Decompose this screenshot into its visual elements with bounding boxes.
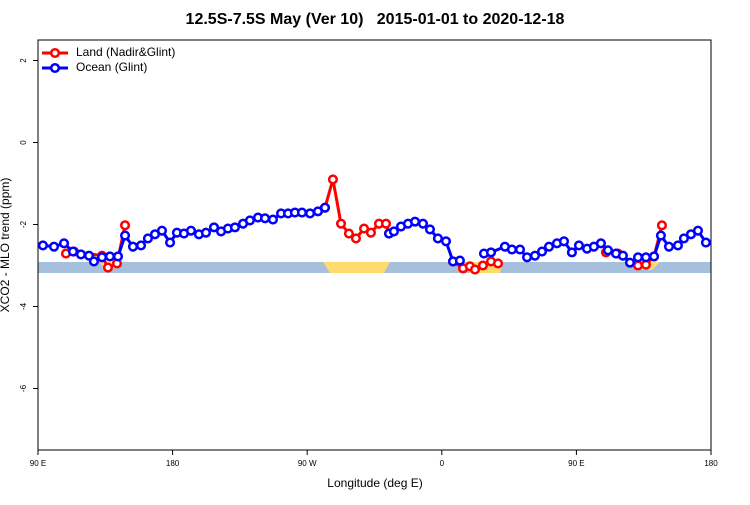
data-point xyxy=(156,225,168,236)
data-point xyxy=(75,249,86,260)
x-tick-label: 180 xyxy=(166,459,180,468)
data-point xyxy=(424,224,436,235)
data-point xyxy=(165,237,176,248)
data-point xyxy=(485,247,497,258)
data-point xyxy=(37,240,48,251)
data-point xyxy=(208,222,220,233)
data-point xyxy=(244,215,255,226)
data-point xyxy=(67,246,79,257)
data-point xyxy=(672,240,683,251)
data-point xyxy=(319,202,331,213)
data-point xyxy=(655,230,666,241)
data-point xyxy=(602,245,614,256)
data-point xyxy=(573,240,584,251)
y-tick-label: 0 xyxy=(19,140,28,145)
data-point xyxy=(119,220,131,231)
data-point xyxy=(521,252,533,263)
data-point xyxy=(632,260,644,271)
data-point xyxy=(58,238,70,249)
map-background xyxy=(38,262,711,273)
y-tick-label: -6 xyxy=(19,384,28,392)
data-point xyxy=(119,230,131,241)
data-point xyxy=(388,226,399,237)
data-point xyxy=(267,214,279,225)
data-point xyxy=(102,262,114,273)
data-point xyxy=(640,252,651,263)
x-axis-label: Longitude (deg E) xyxy=(327,476,422,490)
data-point xyxy=(327,174,338,185)
data-point xyxy=(617,250,628,261)
data-point xyxy=(440,236,452,247)
y-tick-label: -2 xyxy=(19,220,28,228)
data-point xyxy=(259,213,271,224)
data-point xyxy=(343,228,354,239)
data-point xyxy=(96,252,108,263)
data-point xyxy=(304,208,316,219)
data-point xyxy=(536,246,548,257)
data-point xyxy=(142,233,153,244)
data-point xyxy=(477,260,488,271)
data-point xyxy=(663,241,675,252)
data-point xyxy=(358,223,370,234)
data-point xyxy=(200,227,212,238)
data-point xyxy=(454,255,465,266)
x-tick-label: 180 xyxy=(704,459,718,468)
data-point xyxy=(678,233,689,244)
data-point xyxy=(409,216,421,227)
data-point xyxy=(112,251,124,262)
data-point xyxy=(380,218,392,229)
land-patch xyxy=(323,262,390,273)
data-point xyxy=(700,237,711,248)
data-point xyxy=(350,233,362,244)
data-point xyxy=(543,241,555,252)
data-point xyxy=(632,252,644,263)
data-point xyxy=(529,250,541,261)
data-point xyxy=(432,233,443,244)
data-point xyxy=(104,251,115,262)
x-tick-label: 90 W xyxy=(298,459,317,468)
data-point xyxy=(558,236,570,247)
data-point xyxy=(135,240,147,251)
series-line xyxy=(65,177,664,272)
data-point xyxy=(692,225,704,236)
y-tick-label: 2 xyxy=(19,58,28,63)
legend-marker xyxy=(49,47,61,59)
data-point xyxy=(469,264,481,275)
y-axis-label: XCO2 - MLO trend (ppm) xyxy=(0,178,12,313)
data-point xyxy=(296,207,308,218)
data-point xyxy=(417,218,429,229)
data-point xyxy=(566,247,577,258)
data-point xyxy=(506,244,517,255)
data-point xyxy=(127,241,139,252)
data-point xyxy=(656,220,667,231)
data-point xyxy=(595,238,606,249)
y-tick-label: -4 xyxy=(19,302,28,310)
data-point xyxy=(365,227,376,238)
data-point xyxy=(88,256,99,267)
legend-label: Land (Nadir&Glint) xyxy=(76,45,175,59)
x-tick-label: 90 E xyxy=(30,459,46,468)
data-point xyxy=(624,257,635,268)
data-point xyxy=(514,244,526,255)
data-point xyxy=(335,218,347,229)
chart-title: 12.5S-7.5S May (Ver 10) 2015-01-01 to 20… xyxy=(186,11,565,28)
x-tick-label: 0 xyxy=(440,459,445,468)
data-point xyxy=(185,225,197,236)
x-tick-label: 90 E xyxy=(568,459,584,468)
data-point xyxy=(229,222,241,233)
data-point xyxy=(492,258,504,269)
data-point xyxy=(48,241,60,252)
legend-label: Ocean (Glint) xyxy=(76,60,147,74)
legend-marker xyxy=(49,62,61,74)
data-point xyxy=(648,251,660,262)
